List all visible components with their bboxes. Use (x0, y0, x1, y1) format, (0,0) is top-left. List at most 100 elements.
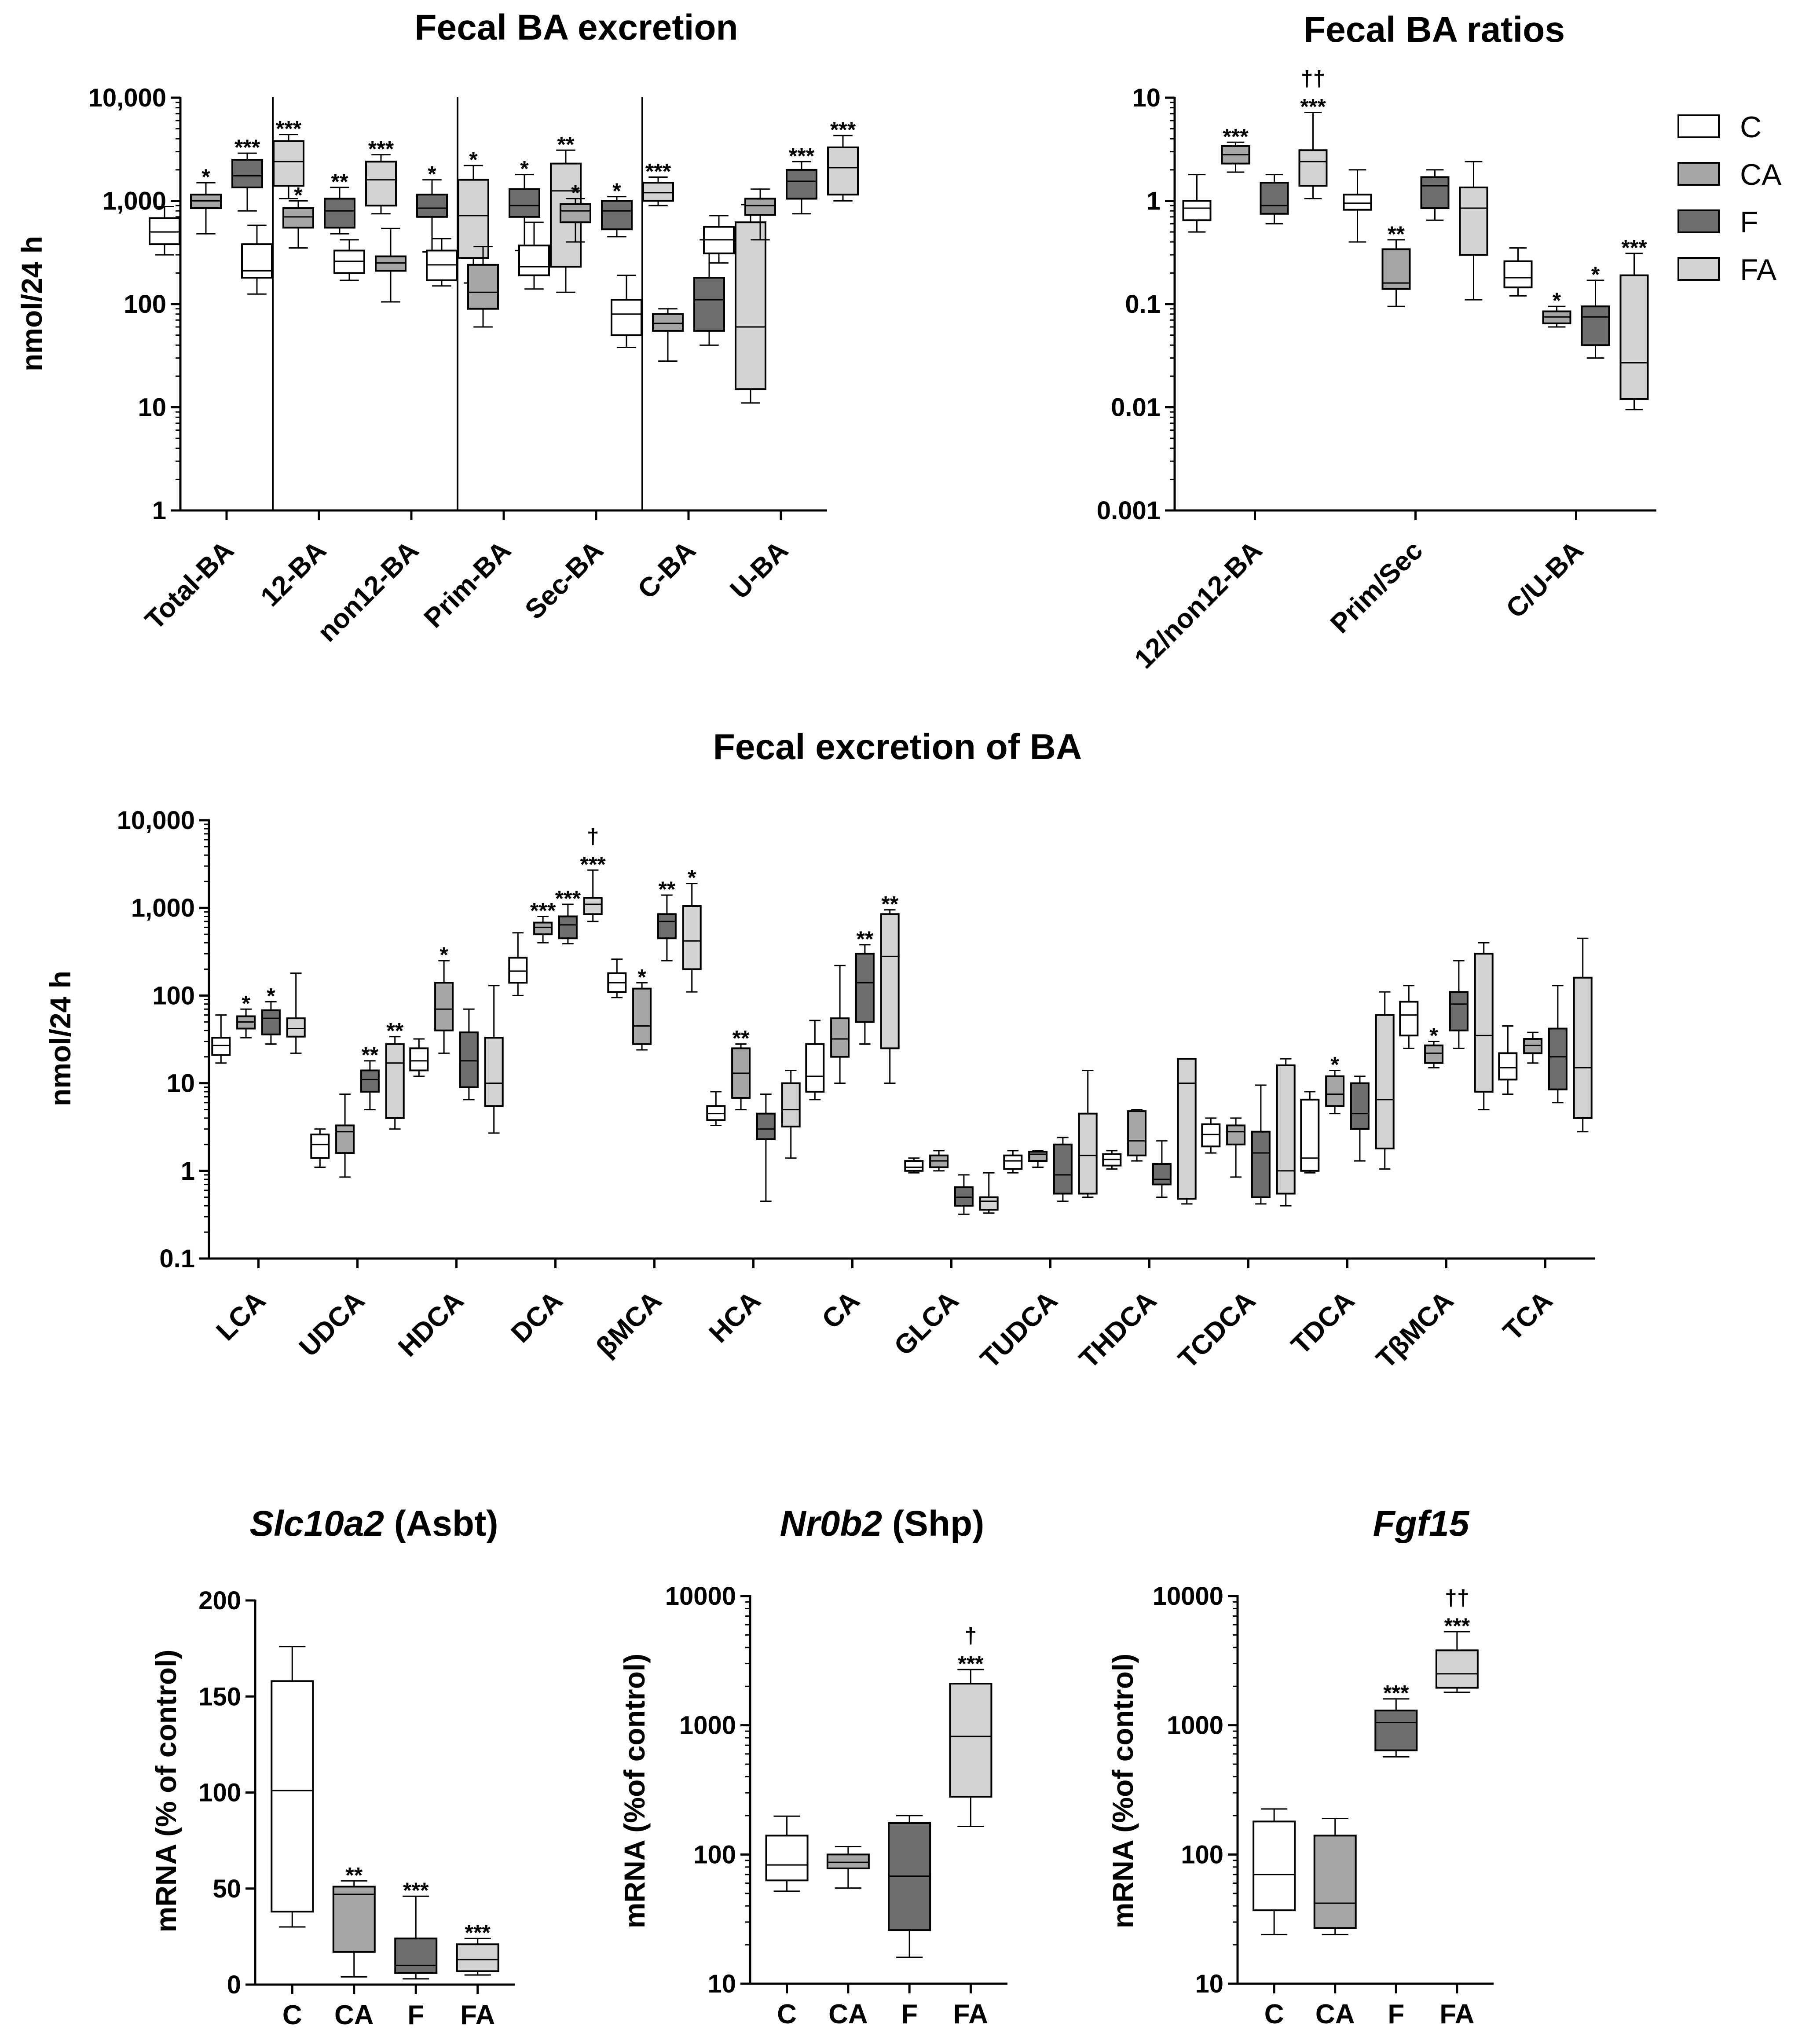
box-CA (830, 965, 850, 1084)
y-tick-label: 10 (707, 1970, 736, 1998)
box-iqr (1053, 1143, 1073, 1195)
x-tick-label: Total-BA (139, 535, 240, 635)
y-tick-label: 0 (227, 1971, 241, 1999)
category-HDCA: HDCA * (392, 943, 504, 1363)
category-TUDCA: TUDCA (974, 1069, 1098, 1374)
box-iqr (1375, 1014, 1395, 1149)
legend-item-CA: CA (1677, 158, 1782, 191)
y-tick-label: 50 (212, 1875, 241, 1903)
x-tick-label: C (1264, 1999, 1284, 2029)
significance-mark: ** (733, 1026, 750, 1051)
box-iqr (1399, 1001, 1419, 1037)
box-iqr (1498, 1052, 1518, 1081)
box-CA (1542, 305, 1571, 328)
box-iqr (805, 1043, 825, 1093)
significance-mark: ** (856, 927, 873, 951)
box-C (409, 1038, 429, 1077)
category-GLCA: GLCA (888, 1150, 999, 1361)
category-DCA: DCA*********† (505, 824, 606, 1349)
x-tick-label: C (282, 2000, 302, 2030)
box-iqr (979, 1196, 999, 1211)
box-CA (1523, 1031, 1543, 1064)
significance-mark: *** (1621, 235, 1647, 260)
box-FA (1276, 1058, 1296, 1207)
box-iqr (1581, 305, 1610, 346)
box-iqr (735, 221, 766, 390)
box-F (855, 944, 875, 1045)
chart-title: Fgf15 (1373, 1504, 1470, 1544)
significance-mark: * (267, 983, 275, 1008)
x-tick-label: TCDCA (1172, 1285, 1261, 1374)
box-iqr (1028, 1151, 1048, 1162)
box-iqr (484, 1037, 504, 1107)
box-iqr (1253, 1820, 1296, 1912)
box-iqr (1523, 1038, 1543, 1054)
x-tick-label: Sec-BA (519, 535, 609, 625)
significance-mark: *** (580, 852, 606, 877)
x-tick-label: FA (1439, 1999, 1474, 2029)
category-12/non12-BA: 12/non12-BA *** *** †† (1129, 66, 1328, 675)
box-F (324, 187, 355, 235)
x-tick-label: F (407, 2000, 424, 2030)
y-tick-label: 10 (166, 1069, 195, 1098)
significance-mark: *** (645, 159, 671, 183)
legend-swatch (1677, 257, 1720, 281)
y-tick-label: 1,000 (103, 187, 166, 216)
box-iqr (360, 1069, 380, 1093)
significance-mark: * (294, 183, 303, 208)
box-iqr (642, 182, 674, 202)
box-C (611, 275, 642, 349)
y-tick-label: 100 (124, 290, 166, 319)
box-CA (929, 1150, 949, 1172)
significance-mark: *** (1223, 124, 1249, 149)
group-FA: FA *** † (949, 1623, 993, 2029)
y-tick-label: 100 (198, 1779, 241, 1807)
box-C (271, 1646, 314, 1928)
box-FA (1573, 937, 1593, 1133)
chart-title-protein: (Shp) (882, 1504, 984, 1544)
category-C-BA: C-BA (611, 204, 766, 605)
x-tick-label: U-BA (725, 535, 794, 605)
box-iqr (611, 299, 642, 336)
box-CA (1028, 1150, 1048, 1168)
legend-item-F: F (1677, 206, 1758, 239)
box-F (509, 174, 540, 251)
y-tick-label: 10 (138, 393, 166, 422)
category-TβMCA: TβMCA * (1370, 942, 1494, 1374)
box-iqr (1226, 1124, 1246, 1145)
x-tick-label: TβMCA (1370, 1285, 1459, 1374)
box-iqr (1420, 176, 1450, 209)
box-CA (560, 198, 591, 243)
box-iqr (282, 207, 314, 229)
box-CA (1325, 1069, 1345, 1115)
box-F (459, 1008, 479, 1101)
box-F (657, 894, 677, 961)
box-CA (467, 246, 499, 328)
box-C (310, 1128, 330, 1168)
category-12-BA: 12-BA****** (241, 137, 397, 613)
significance-mark: * (469, 147, 478, 172)
box-C (1253, 1808, 1296, 1935)
box-CA (731, 1043, 751, 1111)
box-iqr (394, 1938, 438, 1974)
chart-title: Fecal excretion of BA (713, 727, 1082, 767)
legend-item-C: C (1677, 110, 1762, 144)
y-tick-label: 0.1 (1125, 290, 1161, 319)
significance-mark: * (637, 965, 646, 989)
legend-label: F (1740, 206, 1758, 239)
box-C (1498, 1025, 1518, 1095)
box-iqr (1313, 1835, 1357, 1929)
box-FA (1619, 253, 1649, 411)
box-F (1053, 1137, 1073, 1202)
box-F (1350, 1075, 1370, 1162)
box-iqr (1343, 194, 1372, 211)
significance-mark: * (242, 991, 250, 1016)
box-CA (335, 1093, 355, 1178)
significance-mark: * (612, 179, 621, 203)
box-FA (682, 883, 702, 993)
panelA-chart: Fecal BA excretion 1 10 100 1,000 10,000 nmol/… (15, 7, 859, 648)
box-CA (1313, 1817, 1357, 1935)
y-tick-label: 100 (1181, 1840, 1223, 1869)
group-C: C (765, 1815, 809, 2029)
y-tick-label: 10,000 (117, 806, 195, 835)
